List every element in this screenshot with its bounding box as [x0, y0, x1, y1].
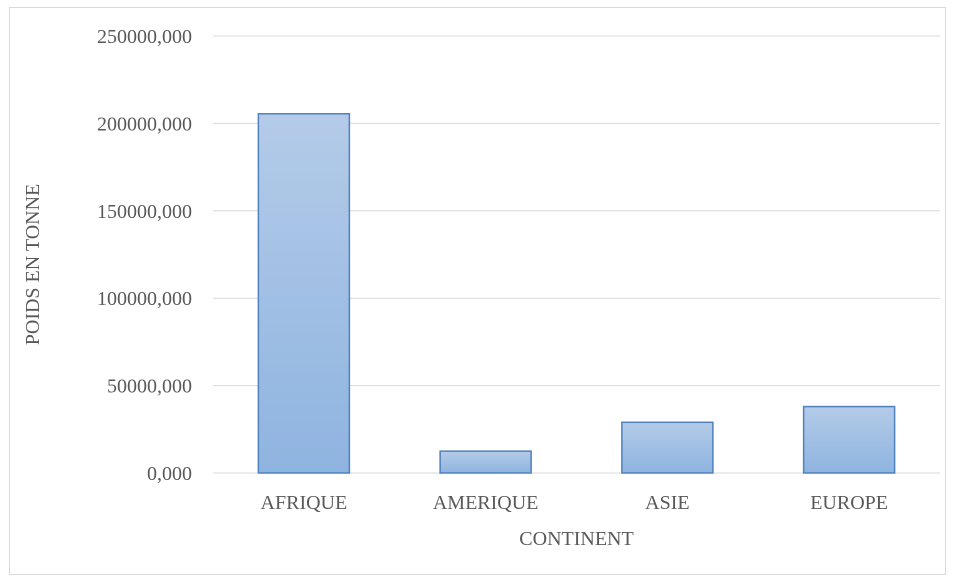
- chart-frame: [9, 7, 946, 575]
- x-axis-tick-labels: AFRIQUE AMERIQUE ASIE EUROPE: [261, 492, 888, 514]
- bar-amerique: [439, 450, 532, 474]
- y-tick-label: 200000,000: [97, 113, 192, 135]
- y-axis-title: POIDS EN TONNE: [22, 184, 44, 346]
- bars: [257, 113, 896, 474]
- x-tick-label: AMERIQUE: [433, 492, 539, 514]
- bar-afrique: [257, 113, 351, 474]
- y-tick-label: 100000,000: [97, 288, 192, 310]
- x-tick-label: EUROPE: [810, 492, 888, 514]
- y-tick-label: 250000,000: [97, 26, 192, 48]
- y-axis-tick-labels: 0,000 50000,000 100000,000 150000,000 200000…: [97, 26, 192, 485]
- bar-europe: [802, 405, 896, 474]
- y-tick-label: 0,000: [147, 463, 192, 485]
- y-tick-label: 150000,000: [97, 201, 192, 223]
- y-tick-label: 50000,000: [107, 376, 192, 398]
- x-tick-label: AFRIQUE: [261, 492, 348, 514]
- x-tick-label: ASIE: [645, 492, 689, 514]
- bar-asie: [621, 421, 714, 474]
- x-axis-title: CONTINENT: [519, 528, 633, 550]
